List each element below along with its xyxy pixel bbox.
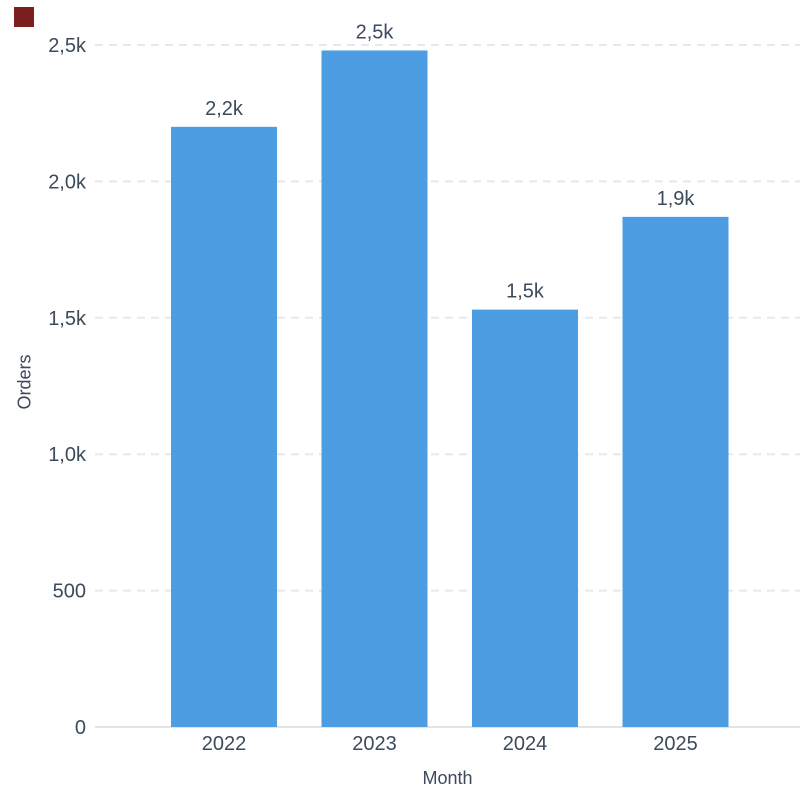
bar-value-label: 2,5k (356, 21, 395, 43)
y-tick-label: 2,5k (48, 35, 87, 57)
y-tick-label: 0 (75, 717, 86, 739)
bar-value-label: 2,2k (205, 98, 244, 120)
x-tick-label: 2022 (202, 733, 247, 755)
bar-2024[interactable] (472, 309, 578, 727)
x-axis-title: Month (422, 768, 473, 788)
bar-2025[interactable] (622, 216, 729, 727)
bar-value-label: 1,9k (657, 188, 696, 210)
bar-2022[interactable] (171, 126, 277, 728)
y-tick-label: 1,0k (48, 444, 87, 466)
bar-2023[interactable] (321, 50, 428, 728)
x-tick-label: 2025 (653, 733, 698, 755)
bar-value-label: 1,5k (506, 281, 545, 303)
y-tick-label: 2,0k (48, 171, 87, 193)
y-tick-label: 500 (53, 581, 86, 603)
y-axis-title: Orders (14, 354, 35, 410)
x-tick-label: 2023 (352, 733, 397, 755)
y-tick-label: 1,5k (48, 308, 87, 330)
red-square-marker (14, 7, 34, 27)
x-tick-label: 2024 (503, 733, 548, 755)
